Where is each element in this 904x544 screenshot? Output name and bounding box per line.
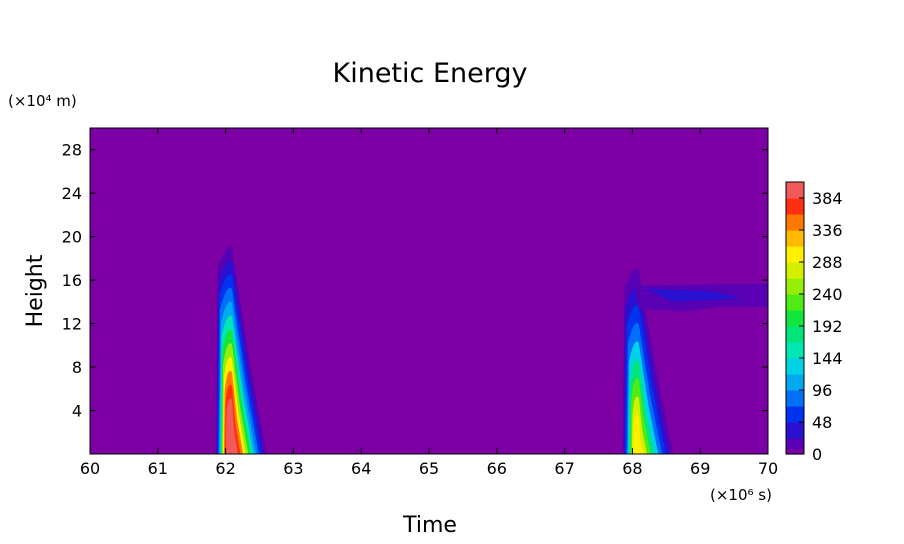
x-tick-label: 67 xyxy=(554,459,574,478)
colorbar-band xyxy=(786,411,804,418)
colorbar-band xyxy=(786,336,804,343)
colorbar-tick-label: 336 xyxy=(812,221,843,240)
colorbar-band xyxy=(786,198,804,204)
colorbar-band xyxy=(786,272,804,279)
x-tick-label: 60 xyxy=(80,459,100,478)
colorbar-band xyxy=(786,251,804,258)
colorbar-band xyxy=(786,294,804,300)
y-unit-label: (×10⁴ m) xyxy=(8,92,77,110)
colorbar-band xyxy=(786,315,804,322)
elevated-layer-core xyxy=(645,288,741,302)
colorbar-band xyxy=(786,240,804,247)
x-tick-label: 64 xyxy=(351,459,371,478)
colorbar-band xyxy=(786,187,804,194)
contour-level xyxy=(226,412,236,454)
chart-title: Kinetic Energy xyxy=(333,58,528,89)
colorbar-band xyxy=(786,192,804,199)
colorbar-band xyxy=(786,182,804,188)
colorbar-band xyxy=(786,416,804,423)
colorbar-band xyxy=(786,326,804,332)
contour-features xyxy=(215,246,768,454)
x-axis-ticks: 60 61 62 63 64 65 66 67 68 69 70 xyxy=(80,128,778,478)
x-tick-label: 63 xyxy=(283,459,303,478)
colorbar-band xyxy=(786,363,804,370)
colorbar-band xyxy=(786,432,804,439)
colorbar-tick-label: 240 xyxy=(812,285,843,304)
y-axis-label: Height xyxy=(23,254,48,327)
colorbar-band xyxy=(786,219,804,226)
colorbar-band xyxy=(786,214,804,220)
colorbar-frame xyxy=(785,181,805,455)
colorbar-band xyxy=(786,310,804,316)
colorbar-tick-label: 192 xyxy=(812,317,843,336)
colorbar-band xyxy=(786,230,804,236)
colorbar-band xyxy=(786,352,804,359)
x-unit-label: (×10⁶ s) xyxy=(710,486,772,504)
colorbar: 0 48 96 144 192 240 288 336 384 xyxy=(785,181,843,464)
colorbar-band xyxy=(786,395,804,402)
colorbar-band xyxy=(786,390,804,396)
colorbar-band xyxy=(786,304,804,311)
contour-level xyxy=(633,414,644,454)
colorbar-band xyxy=(786,262,804,268)
y-tick-label: 16 xyxy=(62,271,82,290)
colorbar-band xyxy=(786,406,804,412)
colorbar-band xyxy=(786,438,804,444)
colorbar-band xyxy=(786,224,804,231)
colorbar-band xyxy=(786,422,804,428)
colorbar-band xyxy=(786,299,804,306)
colorbar-tick-label: 384 xyxy=(812,189,843,208)
colorbar-band xyxy=(786,203,804,210)
colorbar-band xyxy=(786,448,804,455)
y-tick-label: 12 xyxy=(62,315,82,334)
colorbar-band xyxy=(786,379,804,386)
colorbar-band xyxy=(786,374,804,380)
y-tick-label: 28 xyxy=(62,141,82,160)
x-tick-label: 62 xyxy=(215,459,235,478)
y-tick-label: 8 xyxy=(72,358,82,377)
colorbar-band xyxy=(786,368,804,375)
colorbar-band xyxy=(786,384,804,391)
colorbar-band xyxy=(786,320,804,327)
colorbar-tick-label: 96 xyxy=(812,381,832,400)
colorbar-band xyxy=(786,347,804,354)
x-tick-label: 66 xyxy=(487,459,507,478)
colorbar-band xyxy=(786,342,804,348)
colorbar-band xyxy=(786,256,804,263)
colorbar-tick-label: 0 xyxy=(812,445,822,464)
colorbar-band xyxy=(786,400,804,407)
x-axis-label: Time xyxy=(402,513,457,538)
x-tick-label: 61 xyxy=(148,459,168,478)
y-tick-label: 4 xyxy=(72,402,82,421)
colorbar-band xyxy=(786,235,804,242)
x-tick-label: 69 xyxy=(690,459,710,478)
x-tick-label: 68 xyxy=(622,459,642,478)
colorbar-band xyxy=(786,267,804,274)
plot-area xyxy=(90,128,768,454)
colorbar-band xyxy=(786,427,804,434)
x-tick-label: 70 xyxy=(758,459,778,478)
x-tick-label: 65 xyxy=(419,459,439,478)
y-axis-ticks: 4 8 12 16 20 24 28 xyxy=(62,141,768,421)
colorbar-tick-label: 288 xyxy=(812,253,843,272)
colorbar-tick-label: 48 xyxy=(812,413,832,432)
colorbar-band xyxy=(786,358,804,364)
colorbar-tick-label: 144 xyxy=(812,349,843,368)
y-tick-label: 24 xyxy=(62,184,82,203)
colorbar-band xyxy=(786,283,804,290)
y-tick-label: 20 xyxy=(62,228,82,247)
colorbar-band xyxy=(786,208,804,215)
colorbar-band xyxy=(786,246,804,252)
colorbar-band xyxy=(786,443,804,450)
colorbar-band xyxy=(786,278,804,284)
colorbar-band xyxy=(786,331,804,338)
colorbar-band xyxy=(786,288,804,295)
